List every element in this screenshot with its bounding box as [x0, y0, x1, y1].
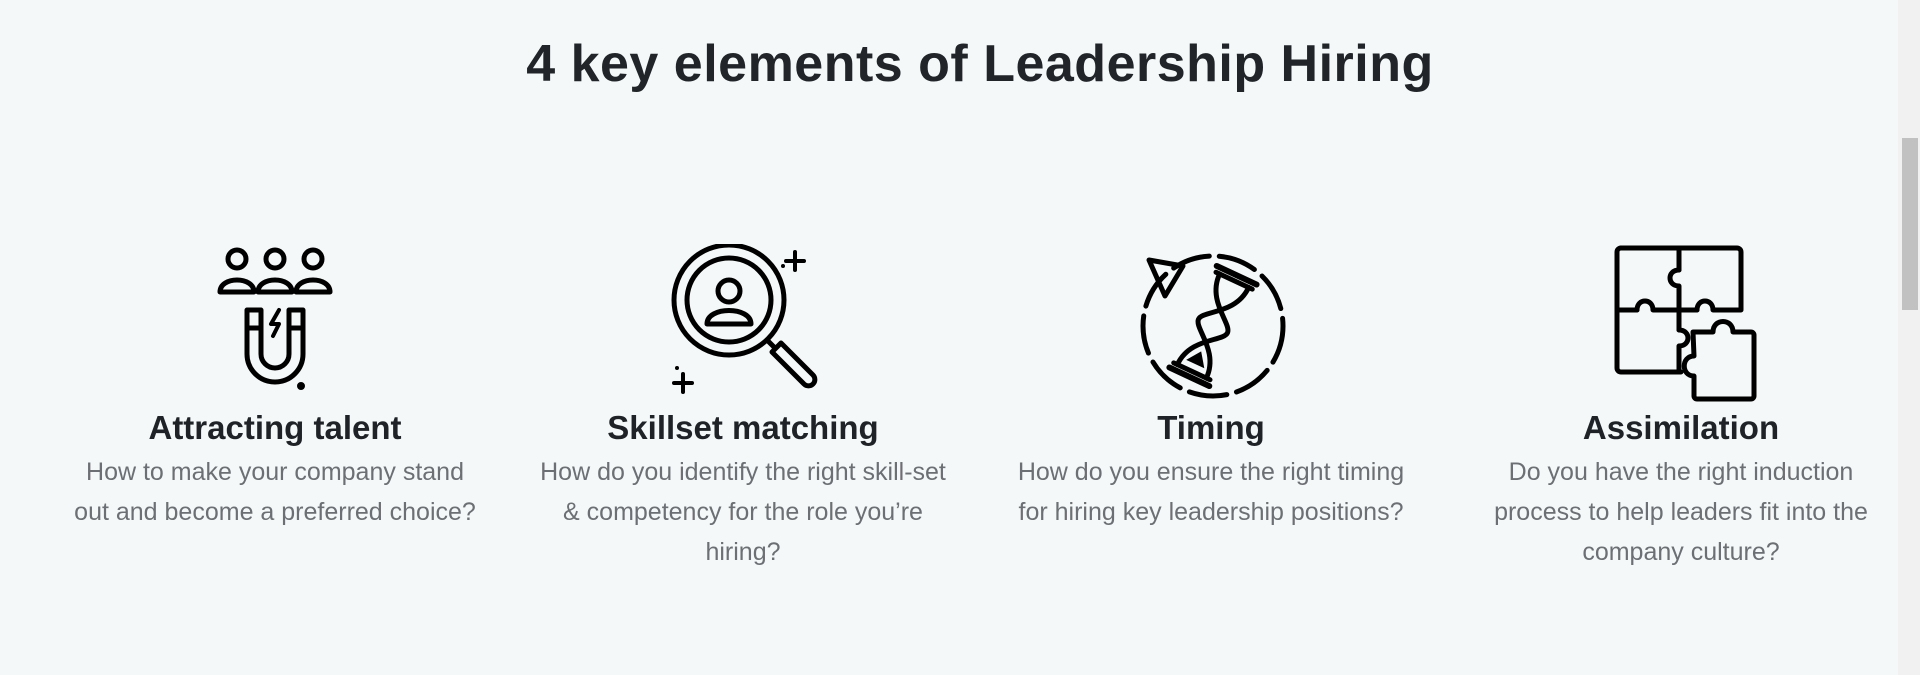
feature-description: How do you identify the right skill-set … [540, 458, 946, 566]
feature-heading: Timing [1157, 409, 1265, 446]
feature-description: How do you ensure the right timing for h… [1017, 458, 1405, 526]
feature-attracting-talent: Attracting talent How to make your compa… [60, 244, 490, 532]
feature-heading: Assimilation [1582, 409, 1780, 446]
feature-description: Do you have the right induction process … [1494, 458, 1868, 566]
magnet-people-icon [217, 247, 333, 390]
scrollbar-thumb[interactable] [1902, 138, 1918, 310]
page-scrollbar[interactable] [1898, 0, 1920, 675]
feature-description: How to make your company stand out and b… [74, 458, 476, 526]
hourglass-cycle-icon [1140, 253, 1286, 399]
magnifier-person-icon [671, 244, 818, 394]
puzzle-pieces-icon [1614, 245, 1757, 402]
feature-skillset-matching: Skillset matching How do you identify th… [528, 244, 958, 572]
feature-timing: Timing How do you ensure the right timin… [996, 244, 1426, 532]
section-title: 4 key elements of Leadership Hiring [526, 35, 1434, 93]
feature-heading: Skillset matching [607, 409, 879, 446]
feature-heading: Attracting talent [148, 409, 402, 446]
feature-assimilation: Assimilation Do you have the right induc… [1466, 244, 1896, 572]
